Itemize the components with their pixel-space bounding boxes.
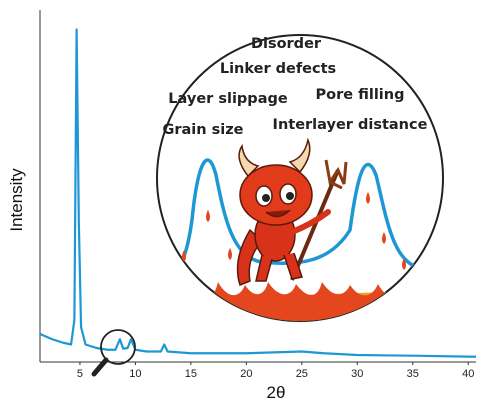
x-axis-label: 2θ xyxy=(267,383,286,402)
y-axis-label: Intensity xyxy=(7,168,26,232)
inset: Disorder Linker defects Layer slippage Pore… xyxy=(150,35,450,340)
x-tick-label: 40 xyxy=(462,368,474,380)
x-tick-label: 10 xyxy=(129,368,141,380)
x-tick-label: 30 xyxy=(351,368,363,380)
x-tick-label: 20 xyxy=(240,368,252,380)
annotation: Linker defects xyxy=(220,61,336,77)
page: {"chart_data": {"type": "line", "x_label… xyxy=(0,0,480,404)
annotation: Grain size xyxy=(162,122,243,138)
x-tick-label: 5 xyxy=(77,368,83,380)
annotation: Layer slippage xyxy=(168,91,288,107)
x-tick-label: 35 xyxy=(407,368,419,380)
chart: 5 10 15 20 25 30 35 40 Intensity 2θ xyxy=(0,0,480,404)
annotation: Disorder xyxy=(251,36,322,52)
annotation: Pore filling xyxy=(316,87,405,103)
annotation: Interlayer distance xyxy=(273,117,428,133)
x-tick-label: 15 xyxy=(185,368,197,380)
x-tick-label: 25 xyxy=(296,368,308,380)
